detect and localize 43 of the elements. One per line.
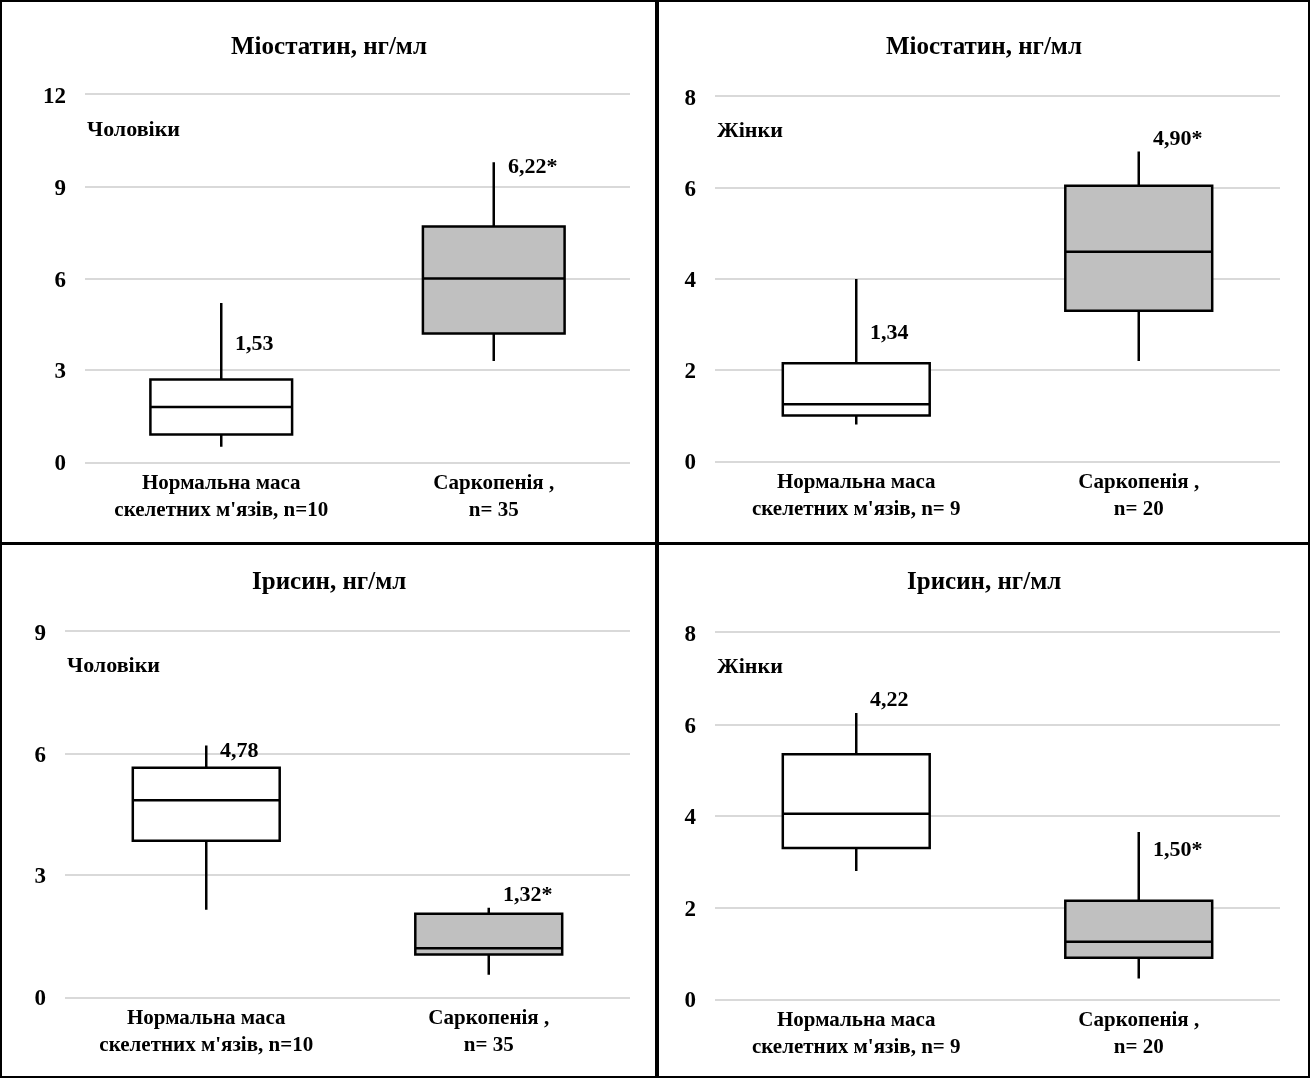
y-tick-label: 12 xyxy=(43,83,66,109)
y-tick-label: 6 xyxy=(684,712,696,738)
y-tick-label: 3 xyxy=(54,358,66,384)
y-tick-label: 6 xyxy=(54,266,66,292)
text: Чоловіки xyxy=(67,652,161,677)
y-tick-label: 4 xyxy=(684,804,697,830)
x-tick-label: Нормальна маса скелетних м'язів, n=10 xyxy=(114,469,329,522)
y-tick-label: 9 xyxy=(34,620,46,646)
y-tick-label: 2 xyxy=(684,895,696,921)
text: Жінки xyxy=(717,653,784,678)
text: Чоловіки xyxy=(87,116,181,141)
annotation: 1,34 xyxy=(870,319,909,344)
annotation: 1,32* xyxy=(503,881,553,906)
chart-title: Міостатин, нг/мл xyxy=(231,32,427,59)
chart-title: Ірисин, нг/мл xyxy=(252,567,407,594)
annotation: 6,22* xyxy=(508,153,558,178)
y-tick-label: 3 xyxy=(34,863,46,889)
y-tick-label: 0 xyxy=(34,985,46,1011)
x-tick-label: Саркопенія , n= 20 xyxy=(1078,468,1200,521)
annotation: 4,90* xyxy=(1153,125,1203,150)
x-tick-label: Саркопенія , n= 35 xyxy=(428,1004,550,1057)
annotation: 1,53 xyxy=(235,330,274,355)
y-tick-label: 0 xyxy=(684,987,696,1013)
x-tick-label: Саркопенія , n= 20 xyxy=(1078,1006,1200,1059)
y-tick-label: 6 xyxy=(684,176,696,202)
chart-title: Ірисин, нг/мл xyxy=(907,567,1062,594)
x-tick-label: Нормальна маса скелетних м'язів, n= 9 xyxy=(751,468,961,521)
y-tick-label: 6 xyxy=(34,741,46,767)
annotation: 4,22 xyxy=(870,686,909,711)
x-tick-label: Саркопенія , n= 35 xyxy=(433,469,555,522)
y-tick-label: 4 xyxy=(684,267,697,293)
x-tick-label: Нормальна маса скелетних м'язів, n= 9 xyxy=(751,1006,961,1059)
chart-title: Міостатин, нг/мл xyxy=(886,32,1082,59)
y-tick-label: 0 xyxy=(54,450,66,476)
y-tick-label: 2 xyxy=(684,358,696,384)
y-tick-label: 8 xyxy=(684,621,696,647)
x-tick-label: Нормальна маса скелетних м'язів, n=10 xyxy=(99,1004,314,1057)
y-tick-label: 0 xyxy=(684,449,696,475)
annotation: 1,50* xyxy=(1153,836,1203,861)
y-tick-label: 9 xyxy=(54,174,66,200)
y-tick-label: 8 xyxy=(684,85,696,111)
text: Жінки xyxy=(717,117,784,142)
annotation: 4,78 xyxy=(220,737,259,762)
